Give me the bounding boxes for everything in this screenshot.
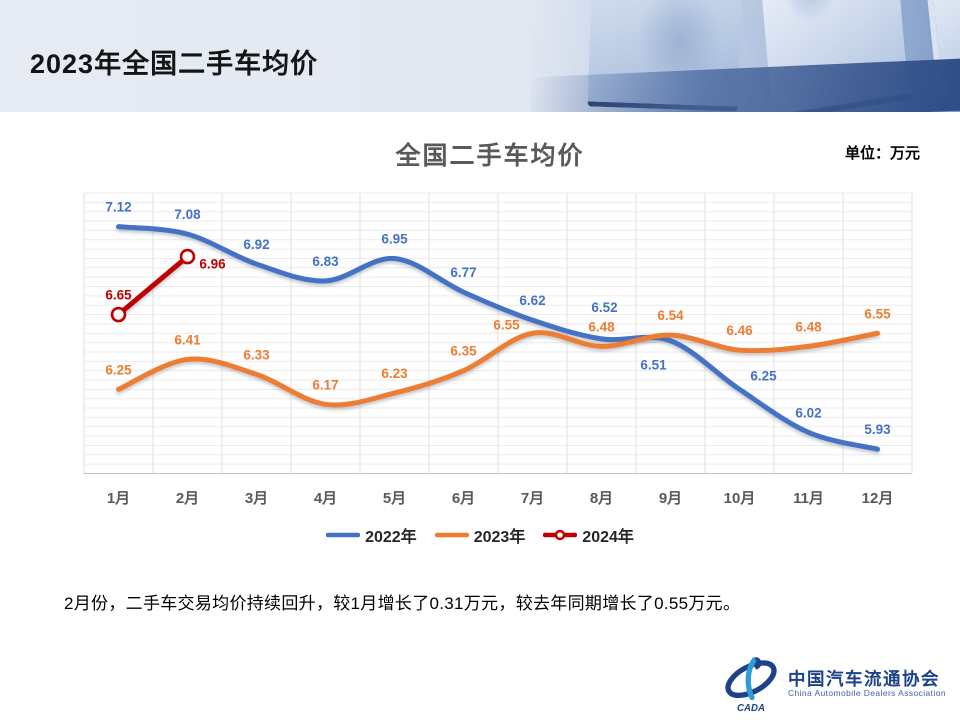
legend-label: 2022年 xyxy=(365,529,417,546)
legend-item-2023年: 2023年 xyxy=(434,523,526,547)
chart-title: 全国二手车均价 xyxy=(395,142,585,170)
data-labels: 7.12 7.08 6.92 6.83 6.95 6.77 6.62 6.52 6.51 6.25… xyxy=(105,200,891,438)
data-label: 7.12 xyxy=(105,200,131,215)
logo-mark-label: CADA xyxy=(737,703,765,714)
legend-item-2022年: 2022年 xyxy=(326,523,417,547)
data-label: 6.23 xyxy=(381,366,408,381)
organization-logo: CADA 中国汽车流通协会 China Automobile Dealers A… xyxy=(722,654,946,714)
x-axis-label: 2月 xyxy=(176,490,199,507)
series-marker-2024年 xyxy=(110,306,127,323)
data-label: 6.95 xyxy=(381,231,408,246)
x-axis-label: 10月 xyxy=(724,490,756,507)
legend-swatch xyxy=(434,532,469,538)
series-line-2022年 xyxy=(116,224,880,452)
data-label: 6.51 xyxy=(640,358,667,373)
data-label: 6.54 xyxy=(657,308,684,323)
data-label: 6.48 xyxy=(795,319,822,334)
data-label: 6.17 xyxy=(312,377,338,392)
legend-label: 2024年 xyxy=(582,529,634,546)
data-label: 6.83 xyxy=(312,254,339,269)
series-line-2023年 xyxy=(116,330,880,408)
data-series xyxy=(110,224,880,452)
data-label: 6.46 xyxy=(726,323,753,338)
cada-logo-icon: CADA xyxy=(725,657,777,714)
series-marker-2024年 xyxy=(179,248,196,265)
x-axis-label: 1月 xyxy=(107,490,130,507)
logo-cn-text: 中国汽车流通协会 xyxy=(787,669,940,690)
x-axis-label: 3月 xyxy=(245,490,268,507)
page-title: 2023年全国二手车均价 xyxy=(30,49,319,79)
slide-header: 2023年全国二手车均价 xyxy=(0,0,960,112)
data-label: 6.25 xyxy=(750,368,777,383)
data-label: 6.65 xyxy=(105,288,132,303)
chart-legend: 2022年 2023年 2024年 xyxy=(0,524,960,546)
unit-label: 单位：万元 xyxy=(844,145,920,162)
data-label: 6.77 xyxy=(450,265,476,280)
data-label: 6.48 xyxy=(588,319,615,334)
logo-en-text: China Automobile Dealers Association xyxy=(787,688,946,699)
data-label: 5.93 xyxy=(864,422,891,437)
x-axis-label: 11月 xyxy=(793,490,824,507)
data-label: 6.41 xyxy=(174,332,201,347)
x-axis-label: 6月 xyxy=(452,490,475,507)
data-label: 6.52 xyxy=(591,300,617,315)
x-axis-label: 4月 xyxy=(314,490,337,507)
data-label: 6.55 xyxy=(864,306,891,321)
data-label: 6.33 xyxy=(243,347,270,362)
legend-swatch xyxy=(543,529,578,541)
header-decoration-cubes xyxy=(530,0,960,112)
data-label: 6.25 xyxy=(105,362,132,377)
data-label: 7.08 xyxy=(174,207,201,222)
price-line-chart: 7.12 7.08 6.92 6.83 6.95 6.77 6.62 6.52 6.51 6.25… xyxy=(83,192,913,507)
x-axis-label: 5月 xyxy=(383,490,406,507)
data-label: 6.55 xyxy=(493,317,520,332)
data-label: 6.02 xyxy=(795,405,821,420)
x-axis-label: 12月 xyxy=(862,490,894,507)
data-label: 6.92 xyxy=(243,237,269,252)
data-label: 6.62 xyxy=(519,293,545,308)
legend-swatch xyxy=(326,532,361,538)
x-axis-label: 7月 xyxy=(521,490,544,507)
x-axis-label: 9月 xyxy=(659,490,682,507)
x-axis-label: 8月 xyxy=(590,490,613,507)
data-label: 6.35 xyxy=(450,344,477,359)
gridlines xyxy=(83,192,913,474)
analysis-note: 2月份，二手车交易均价持续回升，较1月增长了0.31万元，较去年同期增长了0.5… xyxy=(64,594,741,613)
data-label: 6.96 xyxy=(199,257,226,272)
legend-item-2024年: 2024年 xyxy=(543,523,634,547)
x-axis-labels: 1月 2月 3月 4月 5月 6月 7月 8月 9月 10月 11月 12月 xyxy=(107,490,894,507)
legend-label: 2023年 xyxy=(473,529,526,546)
series-line-2024年 xyxy=(116,254,190,318)
